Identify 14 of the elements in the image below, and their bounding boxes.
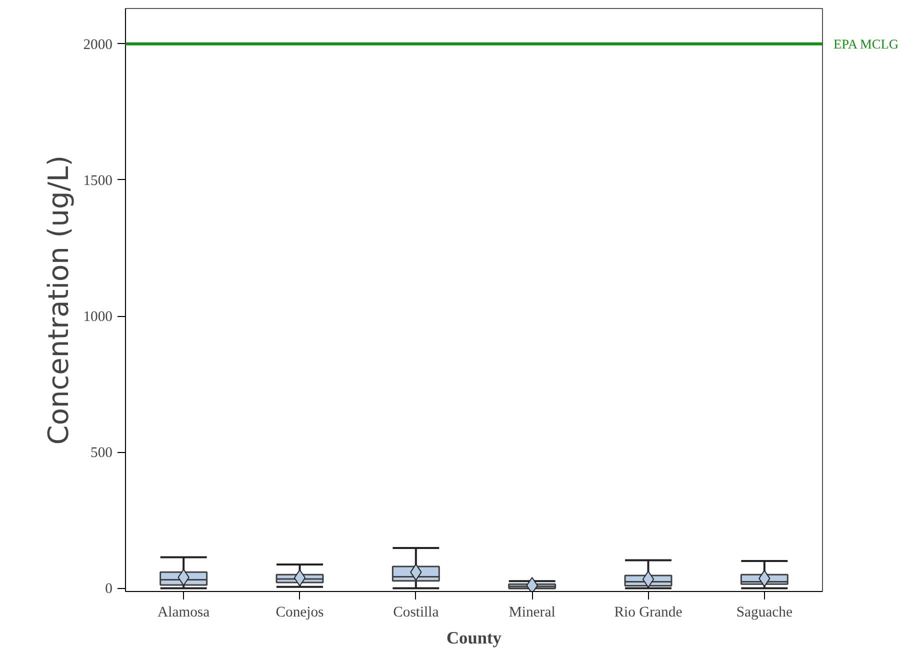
x-tick-label: Costilla xyxy=(393,604,440,620)
y-tick-label: 500 xyxy=(90,445,112,462)
x-tick-label: Alamosa xyxy=(158,604,210,620)
x-tick-label: Saguache xyxy=(736,604,792,620)
y-tick-label: 2000 xyxy=(83,36,112,53)
x-tick-label: Conejos xyxy=(276,604,324,620)
y-tick-label: 1000 xyxy=(83,309,112,326)
y-axis-title: Concentration (ug/L) xyxy=(42,155,76,445)
x-tick-label: Rio Grande xyxy=(614,604,682,620)
x-tick-label: Mineral xyxy=(508,604,556,620)
y-tick-label: 0 xyxy=(105,581,112,598)
ref-line-label: EPA MCLG xyxy=(834,36,899,52)
y-tick-label: 1500 xyxy=(83,172,112,189)
x-axis-title: County xyxy=(446,628,502,648)
